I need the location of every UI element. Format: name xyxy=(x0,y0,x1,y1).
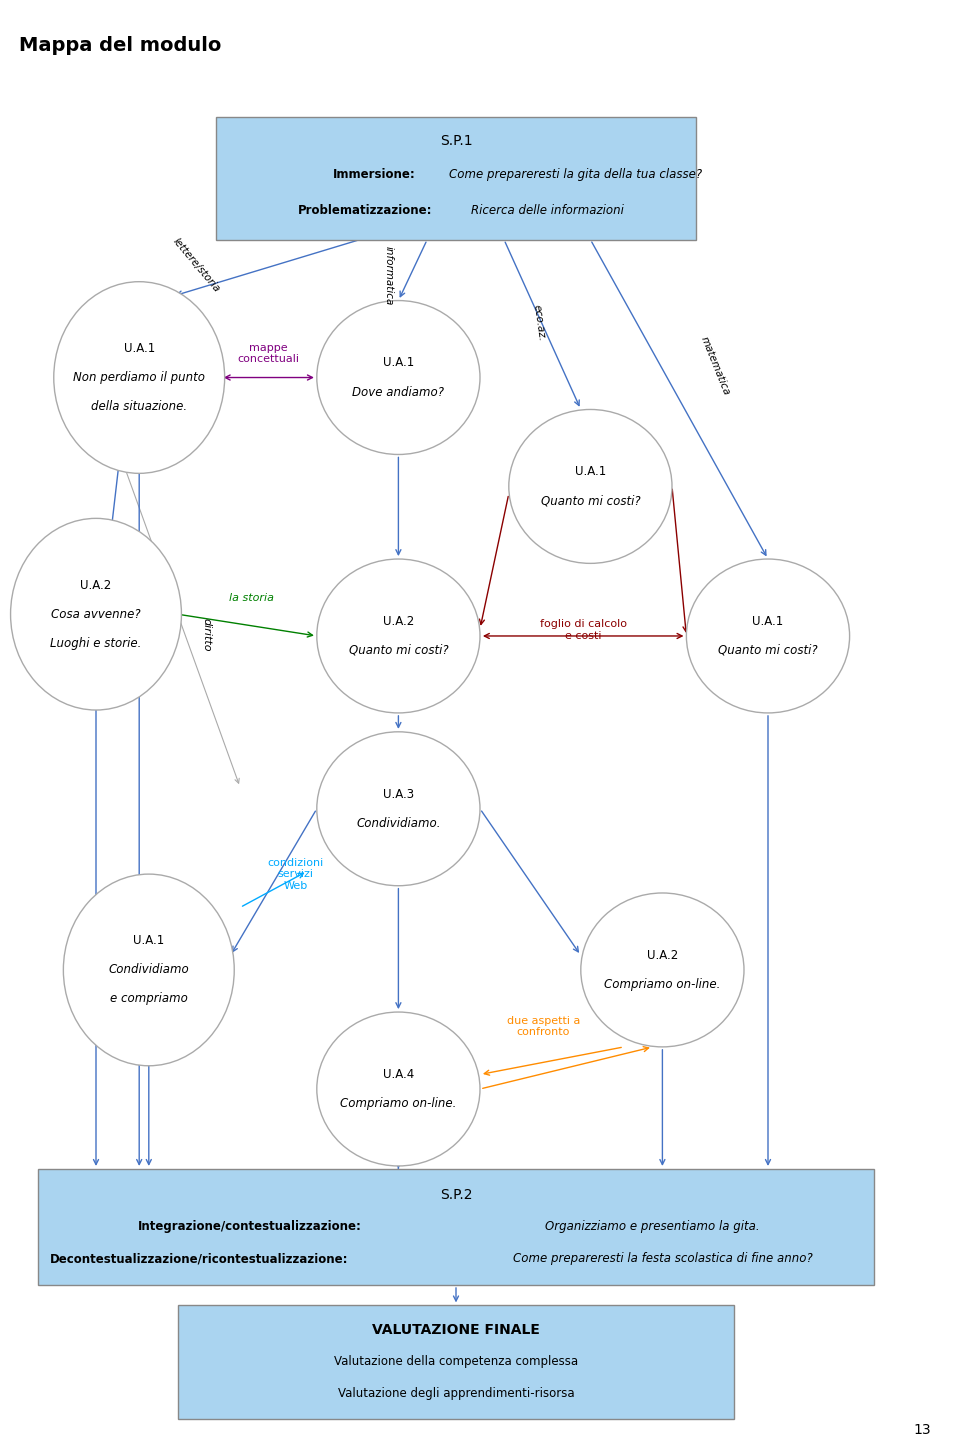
Text: Valutazione della competenza complessa: Valutazione della competenza complessa xyxy=(334,1356,578,1368)
Ellipse shape xyxy=(54,282,225,473)
Text: Come prepareresti la festa scolastica di fine anno?: Come prepareresti la festa scolastica di… xyxy=(513,1253,812,1265)
Text: matematica: matematica xyxy=(699,335,732,396)
Text: Problematizzazione:: Problematizzazione: xyxy=(298,205,432,216)
Text: S.P.2: S.P.2 xyxy=(440,1188,472,1202)
Text: U.A.2: U.A.2 xyxy=(81,579,111,591)
Text: e compriamo: e compriamo xyxy=(109,993,188,1005)
Text: Quanto mi costi?: Quanto mi costi? xyxy=(348,645,448,656)
Text: U.A.1: U.A.1 xyxy=(753,616,783,627)
Text: Condividiamo.: Condividiamo. xyxy=(356,817,441,829)
Text: Quanto mi costi?: Quanto mi costi? xyxy=(718,645,818,656)
Ellipse shape xyxy=(63,874,234,1066)
Text: U.A.2: U.A.2 xyxy=(647,950,678,961)
Ellipse shape xyxy=(317,732,480,886)
Text: U.A.1: U.A.1 xyxy=(575,466,606,478)
Text: Luoghi e storie.: Luoghi e storie. xyxy=(50,637,142,649)
Text: Ricerca delle informazioni: Ricerca delle informazioni xyxy=(470,205,624,216)
Text: 13: 13 xyxy=(914,1423,931,1437)
Text: due aspetti a
confronto: due aspetti a confronto xyxy=(507,1016,580,1037)
Text: Compriamo on-line.: Compriamo on-line. xyxy=(340,1098,457,1109)
Ellipse shape xyxy=(317,301,480,454)
Text: Valutazione degli apprendimenti-risorsa: Valutazione degli apprendimenti-risorsa xyxy=(338,1388,574,1400)
Text: Dove andiamo?: Dove andiamo? xyxy=(352,386,444,398)
Text: mappe
concettuali: mappe concettuali xyxy=(238,343,300,364)
Text: lettere/storia: lettere/storia xyxy=(171,237,223,295)
Text: Condividiamo: Condividiamo xyxy=(108,964,189,976)
Text: Quanto mi costi?: Quanto mi costi? xyxy=(540,495,640,507)
Text: condizioni
servizi
Web: condizioni servizi Web xyxy=(268,858,324,890)
Text: la storia: la storia xyxy=(229,592,274,603)
Text: Cosa avvenne?: Cosa avvenne? xyxy=(51,608,141,620)
Text: Decontestualizzazione/ricontestualizzazione:: Decontestualizzazione/ricontestualizzazi… xyxy=(50,1253,348,1265)
FancyBboxPatch shape xyxy=(38,1169,874,1285)
Ellipse shape xyxy=(581,893,744,1047)
Text: Integrazione/contestualizzazione:: Integrazione/contestualizzazione: xyxy=(137,1221,362,1233)
Ellipse shape xyxy=(317,559,480,713)
Text: Compriamo on-line.: Compriamo on-line. xyxy=(604,979,721,990)
Text: VALUTAZIONE FINALE: VALUTAZIONE FINALE xyxy=(372,1323,540,1337)
Ellipse shape xyxy=(509,409,672,563)
Text: U.A.1: U.A.1 xyxy=(383,357,414,369)
Text: Mappa del modulo: Mappa del modulo xyxy=(19,36,222,55)
Ellipse shape xyxy=(686,559,850,713)
Text: diritto: diritto xyxy=(202,617,211,652)
Ellipse shape xyxy=(11,518,181,710)
Text: eco.az.: eco.az. xyxy=(532,303,547,341)
Text: Organizziamo e presentiamo la gita.: Organizziamo e presentiamo la gita. xyxy=(545,1221,760,1233)
Text: informatica: informatica xyxy=(384,247,394,305)
Text: U.A.4: U.A.4 xyxy=(383,1069,414,1080)
Text: Non perdiamo il punto: Non perdiamo il punto xyxy=(73,372,205,383)
FancyBboxPatch shape xyxy=(216,116,696,240)
Text: S.P.1: S.P.1 xyxy=(440,134,472,148)
Text: foglio di calcolo
e costi: foglio di calcolo e costi xyxy=(540,620,627,640)
Ellipse shape xyxy=(317,1012,480,1166)
Text: Immersione:: Immersione: xyxy=(333,168,416,180)
Text: U.A.1: U.A.1 xyxy=(124,343,155,354)
Text: Come prepareresti la gita della tua classe?: Come prepareresti la gita della tua clas… xyxy=(449,168,703,180)
Text: U.A.3: U.A.3 xyxy=(383,788,414,800)
Text: della situazione.: della situazione. xyxy=(91,401,187,412)
FancyBboxPatch shape xyxy=(178,1305,734,1419)
Text: U.A.2: U.A.2 xyxy=(383,616,414,627)
Text: U.A.1: U.A.1 xyxy=(133,935,164,947)
